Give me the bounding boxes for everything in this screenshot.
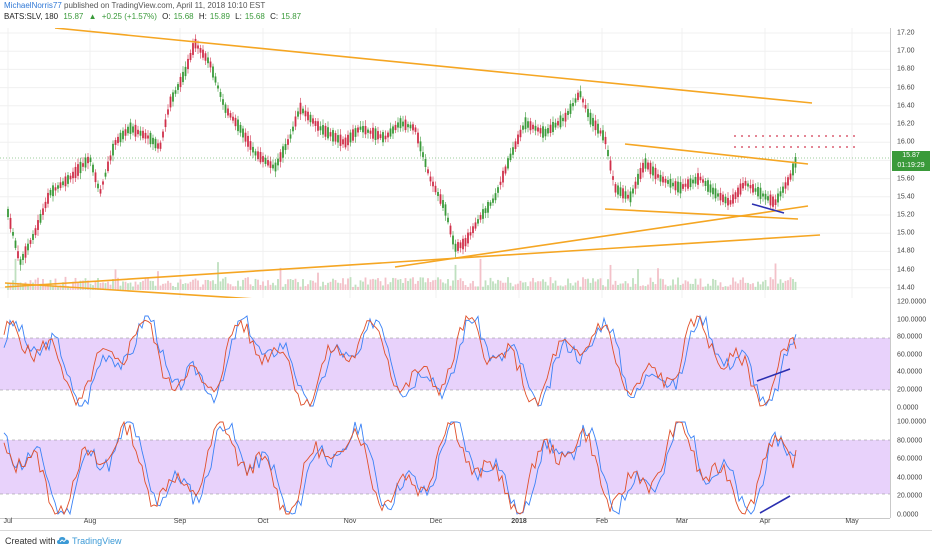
publish-line: MichaelNorris77 published on TradingView…: [4, 1, 265, 10]
upper-resistance-trendline[interactable]: [54, 28, 813, 104]
price-tick-label: 14.60: [897, 266, 915, 274]
up-triangle-icon: ▲: [88, 12, 97, 21]
price-tick-label: 14.40: [897, 284, 915, 292]
price-tick-label: 16.40: [897, 102, 915, 110]
chart-header: MichaelNorris77 published on TradingView…: [0, 0, 932, 28]
last-price: 15.87: [63, 12, 84, 21]
time-axis-label: Dec: [429, 518, 443, 525]
osc2-divergence-line[interactable]: [759, 495, 791, 514]
channel-top-trendline[interactable]: [624, 143, 809, 165]
osc2-d-line: [3, 420, 797, 516]
osc2-tick-label: 20.0000: [897, 492, 923, 500]
price-divergence-line[interactable]: [751, 203, 785, 214]
oscillator-2-chart: [0, 420, 890, 516]
osc2-tick-label: 60.0000: [897, 455, 923, 463]
osc2-k-line: [3, 421, 797, 516]
price-chart: [0, 28, 890, 298]
countdown-badge: 01:19:29: [892, 161, 930, 171]
osc1-tick-label: 120.0000: [897, 298, 927, 306]
osc1-tick-label: 40.0000: [897, 368, 923, 376]
osc2-tick-label: 100.0000: [897, 418, 927, 426]
close-label: C:: [270, 12, 279, 21]
osc2-tick-label: 0.0000: [897, 511, 919, 519]
high-label: H:: [198, 12, 207, 21]
last-price-badge: 15.87: [892, 151, 930, 161]
osc1-tick-label: 100.0000: [897, 316, 927, 324]
lower-left-trendline[interactable]: [4, 282, 255, 298]
price-tick-label: 14.80: [897, 247, 915, 255]
osc2-tick-label: 80.0000: [897, 437, 923, 445]
created-with-label: Created with: [5, 536, 56, 546]
long-support-trendline[interactable]: [4, 234, 821, 288]
price-axis[interactable]: 17.2017.0016.8016.6016.4016.2016.0015.80…: [890, 28, 932, 298]
open-value: 15.68: [173, 12, 194, 21]
time-axis[interactable]: Jul Aug Sep Oct Nov Dec 2018 Feb Mar Apr May: [0, 518, 890, 528]
open-label: O:: [162, 12, 171, 21]
oscillator-1-chart: [0, 314, 890, 408]
time-axis-label: May: [845, 518, 859, 525]
price-tick-label: 15.20: [897, 211, 915, 219]
price-tick-label: 15.60: [897, 175, 915, 183]
author-link[interactable]: MichaelNorris77: [4, 1, 62, 10]
trendlines[interactable]: [4, 28, 821, 298]
overbought-oversold-band-2: [0, 440, 890, 494]
time-axis-label: Nov: [343, 518, 357, 525]
price-tick-label: 17.00: [897, 47, 915, 55]
stochastic-rsi-pane-2[interactable]: [0, 416, 890, 519]
oscillator-2-axis[interactable]: 100.0000 80.0000 60.0000 40.0000 20.0000 0.00…: [890, 416, 932, 519]
tradingview-brand[interactable]: TradingView: [72, 536, 122, 546]
time-axis-label: 2018: [511, 518, 527, 525]
osc1-tick-label: 80.0000: [897, 333, 923, 341]
footer: Created with TradingView: [0, 530, 932, 551]
channel-bottom-trendline[interactable]: [604, 208, 799, 220]
time-axis-label: Jul: [3, 518, 13, 525]
time-axis-label: Oct: [257, 518, 269, 525]
price-tick-label: 16.00: [897, 138, 915, 146]
osc1-tick-label: 20.0000: [897, 386, 923, 394]
osc1-divergence-line[interactable]: [756, 368, 791, 382]
tradingview-cloud-icon: [57, 537, 69, 544]
high-value: 15.89: [209, 12, 230, 21]
time-axis-label: Sep: [173, 518, 187, 525]
price-change: +0.25 (+1.57%): [101, 12, 157, 21]
price-tick-label: 16.60: [897, 84, 915, 92]
low-value: 15.68: [244, 12, 265, 21]
time-axis-label: Aug: [83, 518, 97, 525]
osc2-tick-label: 40.0000: [897, 474, 923, 482]
price-tick-label: 16.80: [897, 65, 915, 73]
price-pane[interactable]: [0, 28, 890, 299]
osc1-tick-label: 60.0000: [897, 351, 923, 359]
oscillator-1-axis[interactable]: 120.0000 100.0000 80.0000 60.0000 40.0000 20.…: [890, 298, 932, 416]
dotted-resistance-levels[interactable]: [734, 135, 855, 148]
price-tick-label: 16.20: [897, 120, 915, 128]
time-axis-label: Mar: [675, 518, 689, 525]
osc1-tick-label: 0.0000: [897, 404, 919, 412]
price-tick-label: 15.00: [897, 229, 915, 237]
symbol-name[interactable]: BATS:SLV, 180: [4, 12, 59, 21]
time-axis-label: Feb: [595, 518, 609, 525]
price-tick-label: 15.40: [897, 193, 915, 201]
symbol-legend: BATS:SLV, 180 15.87 ▲ +0.25 (+1.57%) O: 1…: [4, 12, 304, 21]
time-axis-label: Apr: [759, 518, 771, 525]
publish-info: published on TradingView.com, April 11, …: [64, 1, 266, 10]
stochastic-rsi-pane-1[interactable]: [0, 298, 890, 417]
close-value: 15.87: [281, 12, 302, 21]
osc1-d-line: [3, 315, 797, 408]
price-tick-label: 17.20: [897, 29, 915, 37]
low-label: L:: [235, 12, 242, 21]
